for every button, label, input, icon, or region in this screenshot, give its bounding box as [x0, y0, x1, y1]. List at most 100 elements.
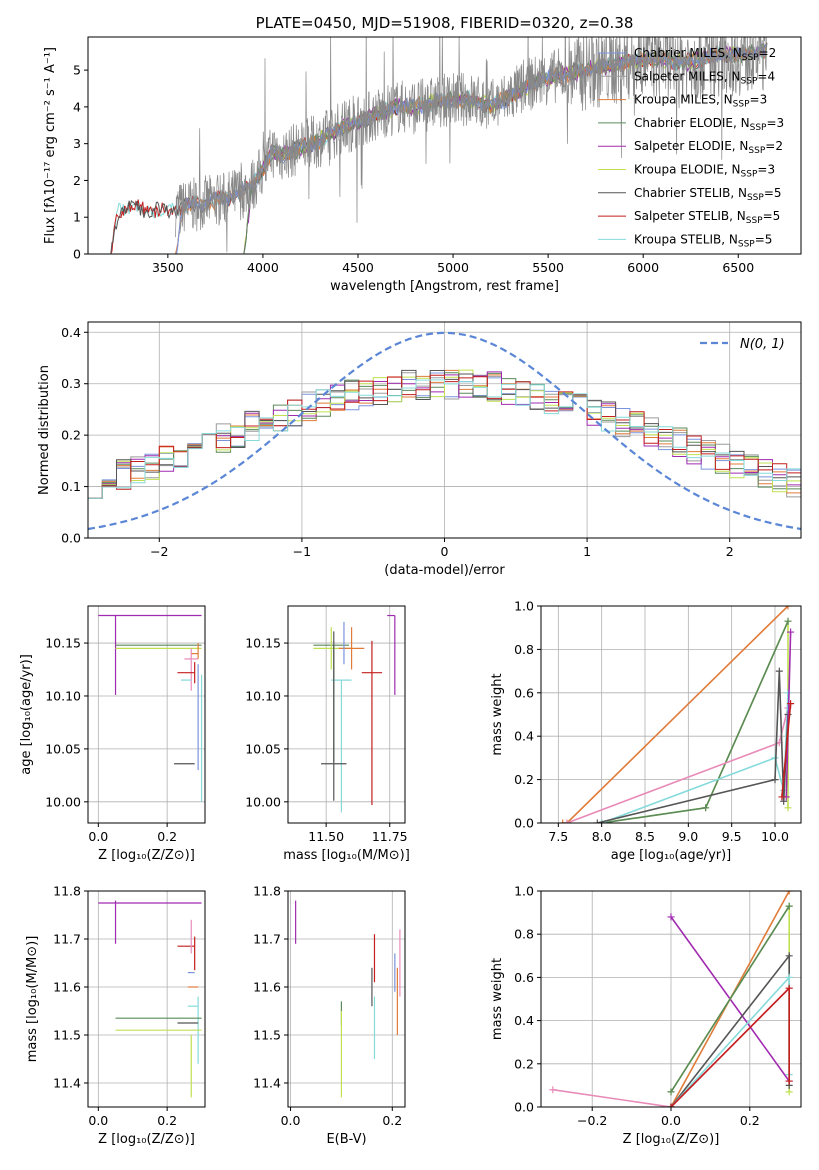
axes-residuals: −2 −1 0 1 2 0.0 0.1 0.2 0.3 0.4 (data-model)/error… — [37, 321, 802, 578]
legend-label: Salpeter MILES, NSSP=4 — [634, 69, 775, 86]
axes-weight_vs_age: 7.5 8.0 8.5 9.0 9.5 10.0 0.0 0.2 0.4 0.6 0.8 1.0 age… — [490, 599, 802, 863]
x-tick-label: 11.50 — [308, 829, 344, 844]
y-tick-label: 0.2 — [514, 772, 534, 787]
chart-age_vs_z — [88, 606, 205, 823]
plus-marker — [784, 606, 792, 610]
axes-frame — [87, 605, 206, 824]
plus-marker — [784, 617, 792, 625]
errorbar-point — [361, 640, 383, 806]
y-axis-label: mass weight — [490, 673, 505, 755]
plot-area — [98, 614, 203, 802]
axes-age_vs_z: 0.0 0.2 10.00 10.05 10.10 10.15 Z [log₁₀(Z/Z⊙)… — [19, 605, 206, 863]
legend-label: N(0, 1) — [740, 337, 785, 352]
legend: N(0, 1) — [700, 337, 785, 352]
y-tick-label: 5 — [73, 63, 81, 78]
errorbar-point — [387, 614, 396, 695]
errorbar-point — [321, 631, 347, 801]
y-tick-label: 11.8 — [253, 884, 281, 899]
plus-marker — [784, 804, 792, 812]
observed-spectrum — [175, 37, 767, 253]
y-tick-label: 11.4 — [253, 1076, 281, 1091]
weight-line — [670, 986, 790, 1107]
y-tick-label: 10.10 — [45, 688, 81, 703]
y-tick-label: 11.4 — [53, 1076, 81, 1091]
x-tick-label: 4000 — [247, 260, 279, 275]
y-axis-label: Flux [fλ10⁻¹⁷ erg cm⁻² s⁻¹ A⁻¹] — [43, 47, 58, 244]
y-tick-label: 10.10 — [245, 688, 281, 703]
x-axis-label: mass [log₁₀(M/M⊙)] — [283, 848, 410, 863]
chart-weight_vs_age — [541, 605, 801, 824]
weight-line — [601, 620, 789, 823]
errorbar-point — [191, 643, 199, 659]
plus-marker — [787, 628, 795, 636]
legend-label: Salpeter ELODIE, NSSP=2 — [634, 139, 783, 156]
axes-frame — [287, 890, 406, 1108]
y-axis-label: mass [log₁₀(M/M⊙)] — [25, 936, 40, 1063]
plus-marker — [702, 804, 710, 812]
legend-label: Chabrier STELIB, NSSP=5 — [634, 186, 782, 203]
errorbar-point — [177, 936, 196, 971]
errorbar-point — [331, 679, 352, 813]
plus-marker — [785, 1077, 793, 1085]
plus-marker — [598, 819, 606, 823]
plot-area — [107, 37, 768, 254]
x-tick-label: 0.2 — [157, 829, 177, 844]
plus-marker — [785, 891, 793, 895]
x-tick-label: 0.2 — [382, 1113, 402, 1128]
plus-marker — [667, 913, 675, 921]
y-tick-label: 0.3 — [61, 376, 81, 391]
plus-marker — [780, 797, 788, 805]
chart-mass_vs_z — [88, 890, 205, 1107]
weight-line — [562, 606, 789, 823]
legend-label: Kroupa STELIB, NSSP=5 — [634, 232, 772, 249]
x-axis-label: age [log₁₀(age/yr)] — [611, 848, 732, 863]
plot-area — [98, 900, 202, 1098]
plus-marker — [549, 1086, 557, 1094]
weight-line — [785, 631, 792, 798]
y-tick-label: 11.5 — [253, 1028, 281, 1043]
plot-area — [549, 891, 793, 1107]
y-tick-label: 11.8 — [53, 884, 81, 899]
gaussian-curve — [88, 331, 801, 531]
weight-line — [601, 620, 789, 823]
chart-title: PLATE=0450, MJD=51908, FIBERID=0320, z=0… — [256, 14, 634, 32]
plus-marker — [785, 984, 793, 992]
x-tick-label: 0.2 — [740, 1113, 760, 1128]
x-tick-label: 0 — [441, 544, 449, 559]
weight-line — [670, 975, 790, 1107]
x-tick-label: −0.2 — [577, 1113, 607, 1128]
histogram-kroupa_stelib — [88, 379, 801, 499]
plus-marker — [778, 793, 786, 801]
plus-marker — [785, 902, 793, 910]
x-axis-label: Z [log₁₀(Z/Z⊙)] — [98, 848, 195, 863]
x-tick-label: 8.0 — [592, 829, 612, 844]
weight-line — [670, 905, 790, 1093]
axes-spectrum: 3500 4000 4500 5000 5500 6000 6500 0 1 2 3 4 5 wavele… — [43, 14, 802, 294]
x-tick-label: 7.5 — [548, 829, 568, 844]
plus-marker — [771, 776, 779, 784]
legend-label: Chabrier MILES, NSSP=2 — [634, 46, 776, 63]
y-tick-label: 0.2 — [514, 1056, 534, 1071]
weight-line — [670, 953, 790, 1107]
weight-line — [601, 692, 789, 823]
plus-marker — [785, 952, 793, 960]
plot-area — [313, 614, 396, 813]
y-tick-label: 10.05 — [245, 741, 281, 756]
x-axis-label: wavelength [Angstrom, rest frame] — [330, 279, 559, 294]
x-tick-label: −1 — [293, 544, 311, 559]
y-tick-label: 3 — [73, 136, 81, 151]
y-tick-label: 0.0 — [514, 1100, 534, 1115]
x-tick-label: 0.2 — [157, 1113, 177, 1128]
legend: Chabrier MILES, NSSP=2 Salpeter MILES, NS… — [598, 46, 784, 249]
x-tick-label: 5500 — [532, 260, 564, 275]
plot-area — [88, 331, 801, 531]
legend-label: Chabrier ELODIE, NSSP=3 — [634, 116, 784, 133]
x-tick-label: 0.0 — [661, 1113, 681, 1128]
x-tick-label: 10.0 — [761, 829, 789, 844]
plus-marker — [787, 700, 795, 708]
y-axis-label: age [log₁₀(age/yr)] — [19, 654, 34, 775]
plus-marker — [784, 689, 792, 697]
y-tick-label: 10.00 — [45, 794, 81, 809]
axes-frame — [287, 605, 406, 824]
